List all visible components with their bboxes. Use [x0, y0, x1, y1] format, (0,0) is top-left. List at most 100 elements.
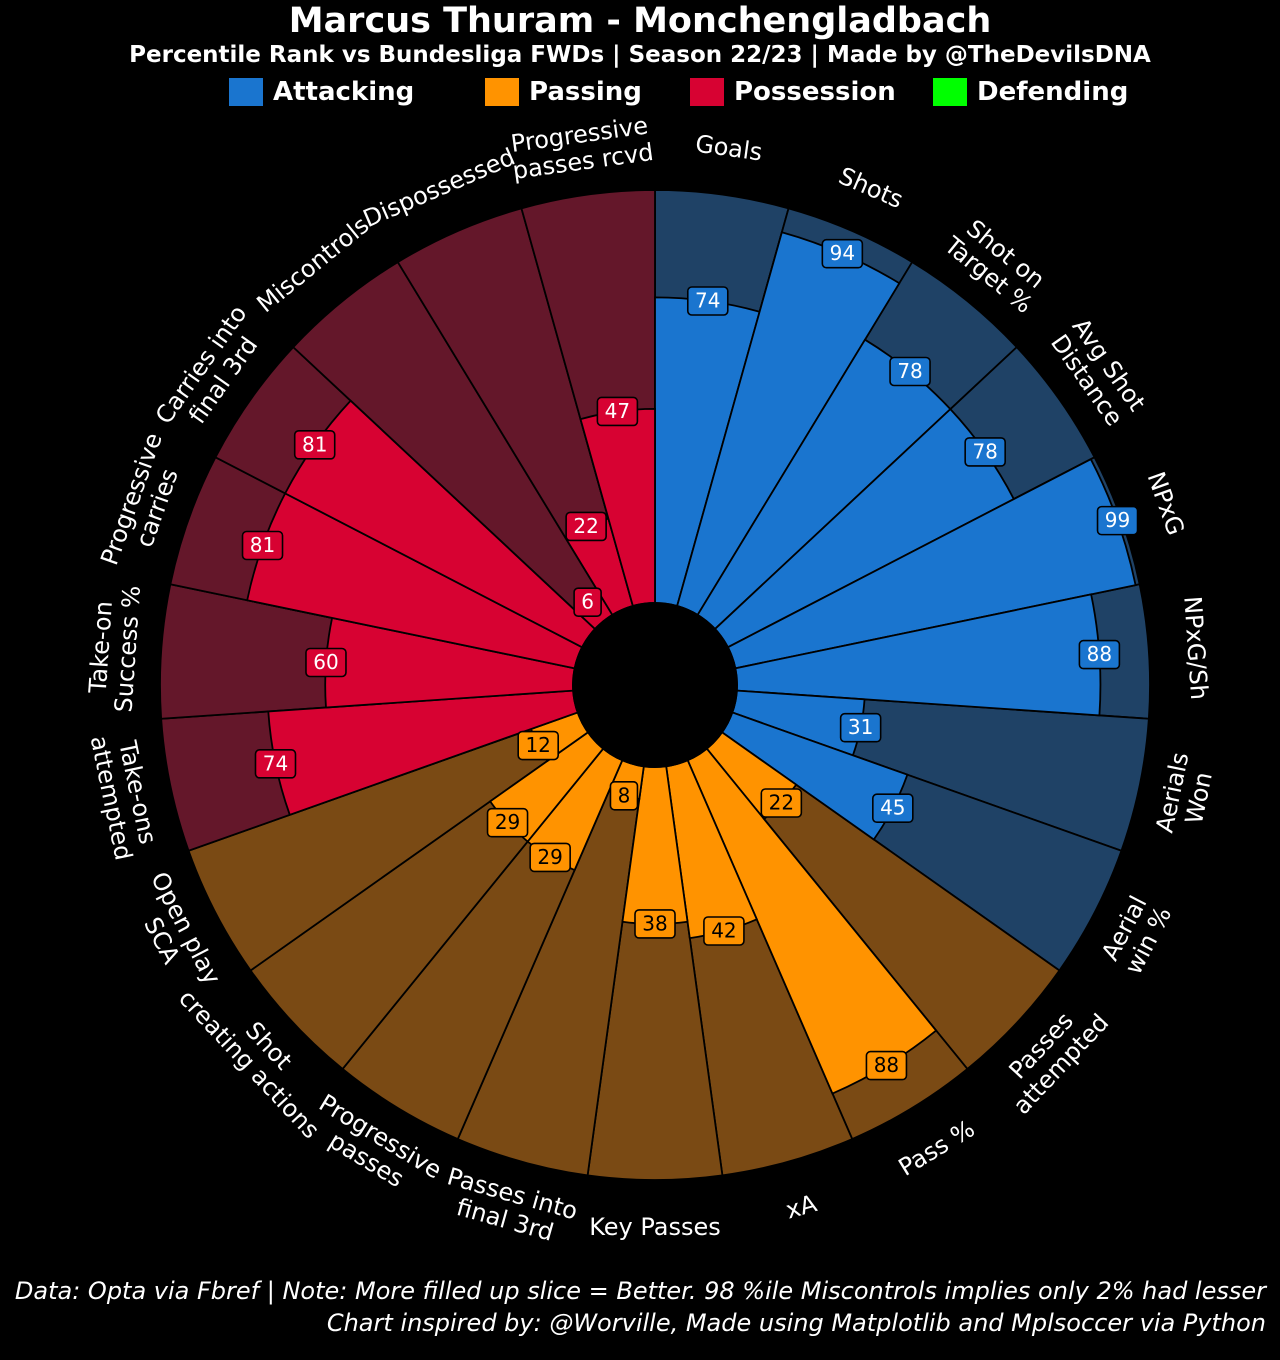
value-label-aerial-win: 45 [872, 793, 914, 824]
chart-title: Marcus Thuram - Monchengladbach [288, 1, 992, 41]
value-text-shot-on-target: 78 [897, 359, 922, 383]
param-label-pass: Pass % [894, 1114, 980, 1181]
param-label-goals: Goals [694, 130, 764, 167]
value-label-dispossessed: 22 [565, 511, 607, 542]
value-label-npxg: 99 [1096, 505, 1139, 536]
value-box-passes-into-final-3rd [609, 780, 639, 811]
param-label-aerials-won: AerialsWon [1150, 750, 1220, 841]
value-label-xa: 42 [703, 916, 745, 946]
value-box-npxg [1096, 505, 1139, 536]
value-text-shot-creating-actions: 29 [495, 810, 520, 834]
value-box-progressive-carries [241, 530, 284, 561]
value-label-avg-shot-distance: 78 [964, 437, 1006, 467]
value-text-npxg-sh: 88 [1087, 642, 1112, 666]
value-box-progressive-passes [529, 842, 571, 873]
legend-label-attacking: Attacking [273, 77, 415, 107]
value-label-progressive-passes: 29 [529, 842, 571, 873]
param-label-progressive-passes-rcvd: Progressivepasses rcvd [507, 111, 655, 185]
value-text-key-passes: 38 [642, 911, 667, 935]
value-label-passes-attempted: 22 [760, 788, 803, 818]
param-label-passes-into-final-3rd: Passes intofinal 3rd [437, 1162, 581, 1251]
value-box-passes-attempted [760, 788, 803, 818]
value-box-xa [703, 916, 745, 946]
value-text-carries-into-final-3rd: 81 [302, 432, 327, 456]
value-text-passes-into-final-3rd: 8 [618, 783, 631, 807]
value-text-npxg: 99 [1105, 508, 1130, 532]
param-label-shots: Shots [835, 162, 908, 214]
param-label-npxg-sh: NPxG/Sh [1178, 595, 1213, 700]
value-text-aerial-win: 45 [880, 796, 905, 820]
legend-item-attacking: Attacking [229, 76, 414, 108]
value-box-dispossessed [565, 511, 607, 542]
value-label-key-passes: 38 [634, 909, 676, 939]
value-label-take-on-success: 60 [305, 647, 347, 678]
value-label-shots: 94 [821, 238, 864, 269]
value-box-carries-into-final-3rd [293, 429, 336, 460]
value-label-npxg-sh: 88 [1078, 639, 1121, 670]
value-box-aerials-won [839, 712, 882, 743]
value-text-progressive-passes-rcvd: 47 [605, 399, 630, 423]
value-label-miscontrols: 6 [573, 587, 602, 617]
value-label-progressive-passes-rcvd: 47 [596, 396, 639, 427]
value-label-carries-into-final-3rd: 81 [293, 429, 336, 460]
value-box-shots [821, 238, 864, 269]
value-box-avg-shot-distance [964, 437, 1006, 467]
legend-label-passing: Passing [529, 77, 642, 107]
legend-swatch-defending [933, 78, 967, 106]
value-label-take-ons-attempted: 74 [254, 749, 297, 779]
legend-label-possession: Possession [734, 77, 896, 107]
param-label-xa: xA [783, 1189, 821, 1224]
value-label-goals: 74 [686, 286, 729, 316]
legend-item-defending: Defending [933, 76, 1128, 108]
value-box-miscontrols [573, 587, 602, 617]
param-label-take-on-success: Take-onSuccess % [82, 583, 146, 714]
value-box-npxg-sh [1078, 639, 1121, 670]
value-text-pass: 88 [874, 1053, 899, 1077]
value-box-shot-on-target [889, 356, 931, 387]
legend-swatch-possession [690, 78, 724, 106]
legend-swatch-attacking [229, 78, 263, 106]
value-label-progressive-carries: 81 [241, 530, 284, 561]
value-text-shots: 94 [830, 241, 855, 265]
value-box-take-on-success [305, 647, 347, 678]
value-text-progressive-carries: 81 [250, 533, 275, 557]
value-label-pass: 88 [865, 1050, 908, 1081]
value-box-take-ons-attempted [254, 749, 297, 779]
param-label-aerial-win: Aerialwin % [1095, 890, 1177, 979]
value-box-shot-creating-actions [486, 807, 529, 838]
value-label-passes-into-final-3rd: 8 [609, 780, 639, 811]
legend-item-passing: Passing [485, 76, 642, 108]
value-box-open-play-sca [517, 730, 559, 761]
value-text-take-on-success: 60 [313, 650, 338, 674]
chart-subtitle: Percentile Rank vs Bundesliga FWDs | Sea… [129, 42, 1151, 68]
value-box-key-passes [634, 909, 676, 939]
value-text-aerials-won: 31 [848, 715, 873, 739]
value-text-progressive-passes: 29 [537, 845, 562, 869]
value-text-open-play-sca: 12 [525, 733, 550, 757]
value-text-miscontrols: 6 [581, 590, 594, 614]
param-label-npxg: NPxG [1142, 468, 1190, 539]
value-text-passes-attempted: 22 [769, 790, 794, 814]
param-label-take-ons-attempted: Take-onsattempted [85, 728, 165, 863]
value-box-aerial-win [872, 793, 914, 824]
value-label-aerials-won: 31 [839, 712, 882, 743]
legend-label-defending: Defending [977, 77, 1129, 107]
value-text-goals: 74 [695, 288, 720, 312]
param-label-key-passes: Key Passes [589, 1213, 721, 1241]
legend-item-possession: Possession [690, 76, 896, 108]
value-text-dispossessed: 22 [573, 514, 598, 538]
value-label-shot-on-target: 78 [889, 356, 931, 387]
legend-swatch-passing [485, 78, 519, 106]
value-box-progressive-passes-rcvd [596, 396, 639, 427]
footer-credit: Chart inspired by: @Worville, Made using… [326, 1309, 1266, 1337]
value-box-pass [865, 1050, 908, 1081]
value-label-shot-creating-actions: 29 [486, 807, 529, 838]
value-label-open-play-sca: 12 [517, 730, 559, 761]
center-hole [572, 602, 738, 768]
value-text-take-ons-attempted: 74 [263, 751, 288, 775]
value-labels: 74 94 78 78 99 88 31 45 22 88 42 38 8 29 29 12 74 60 81 81 6… [241, 238, 1139, 1081]
value-text-avg-shot-distance: 78 [972, 439, 997, 463]
value-box-goals [686, 286, 729, 316]
value-text-xa: 42 [711, 918, 736, 942]
